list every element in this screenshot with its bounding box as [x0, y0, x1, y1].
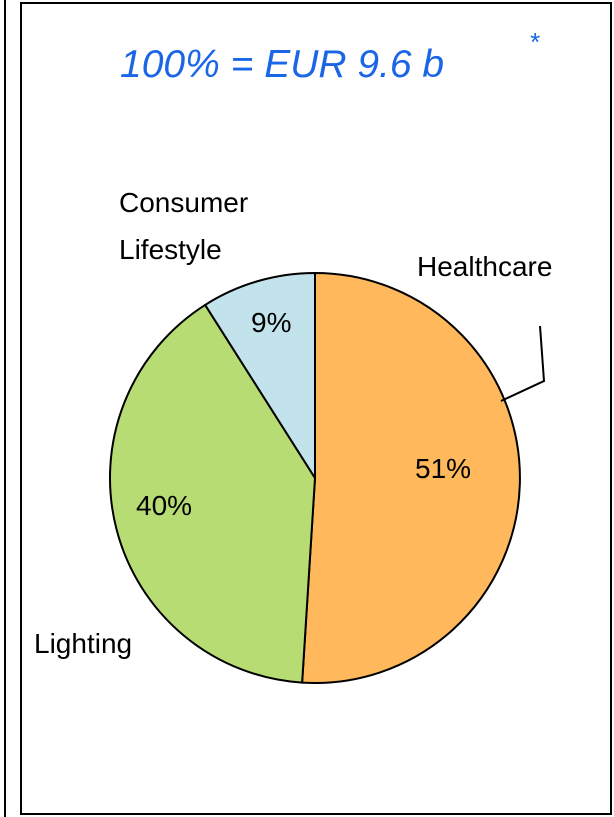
title-group: 100% = EUR 9.6 b * [120, 27, 540, 86]
title-footnote-mark: * [529, 27, 540, 57]
pie-slice-lighting [109, 303, 316, 684]
left-panel-edge [0, 0, 6, 817]
pie-slice-healthcare [301, 272, 521, 684]
value-label-lighting: 40% [136, 490, 192, 521]
label-consumer-lifestyle-line1: Consumer [119, 187, 248, 218]
value-label-healthcare: 51% [415, 453, 471, 484]
label-consumer-lifestyle-line2: Lifestyle [119, 234, 222, 265]
label-lighting: Lighting [34, 628, 132, 659]
label-healthcare: Healthcare [417, 251, 552, 282]
pie-slice-consumer-lifestyle [204, 272, 316, 479]
value-label-consumer-lifestyle: 9% [251, 307, 291, 338]
value-labels: 9% 51% 40% [136, 307, 471, 521]
category-labels: Consumer Lifestyle Healthcare Lighting [34, 187, 552, 659]
chart-title: 100% = EUR 9.6 b [120, 43, 444, 86]
healthcare-leader-line [500, 325, 546, 402]
slices-layer [109, 272, 521, 684]
